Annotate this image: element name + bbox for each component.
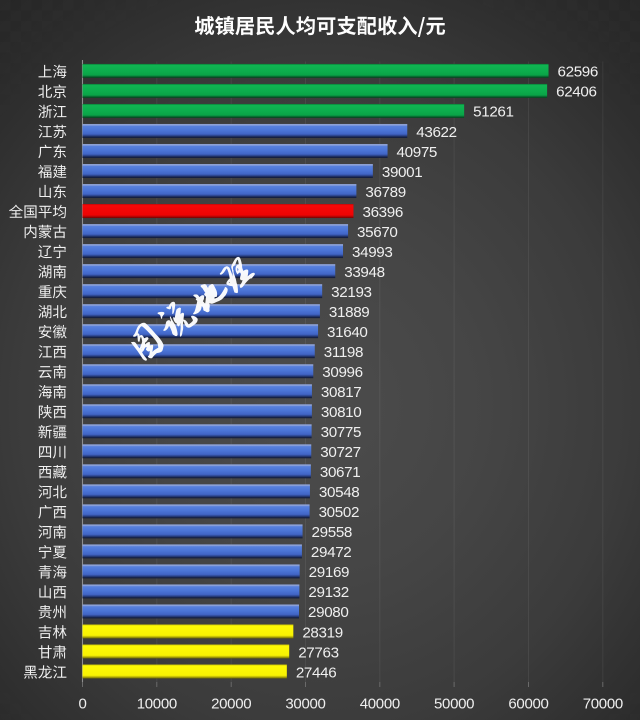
svg-text:51261: 51261	[473, 104, 513, 121]
svg-text:35670: 35670	[357, 224, 397, 241]
svg-text:50000: 50000	[434, 696, 474, 713]
svg-text:29080: 29080	[308, 604, 348, 621]
svg-text:29169: 29169	[309, 564, 349, 581]
svg-text:36789: 36789	[365, 184, 405, 201]
svg-text:33948: 33948	[344, 264, 384, 281]
svg-text:30671: 30671	[320, 464, 360, 481]
svg-text:20000: 20000	[211, 696, 251, 713]
svg-text:10000: 10000	[137, 696, 177, 713]
svg-text:31889: 31889	[329, 304, 369, 321]
svg-text:29132: 29132	[308, 584, 348, 601]
svg-text:70000: 70000	[583, 696, 623, 713]
svg-text:40975: 40975	[397, 144, 437, 161]
svg-text:30817: 30817	[321, 384, 361, 401]
svg-text:30810: 30810	[321, 404, 361, 421]
svg-text:62596: 62596	[558, 64, 598, 81]
svg-text:34993: 34993	[352, 244, 392, 261]
svg-text:31198: 31198	[324, 344, 363, 361]
svg-text:27446: 27446	[296, 664, 336, 681]
svg-text:60000: 60000	[508, 696, 548, 713]
svg-text:40000: 40000	[360, 696, 400, 713]
svg-text:30548: 30548	[319, 484, 359, 501]
svg-text:28319: 28319	[302, 624, 342, 641]
svg-text:29558: 29558	[312, 524, 352, 541]
svg-text:30727: 30727	[320, 444, 360, 461]
svg-text:62406: 62406	[556, 84, 596, 101]
svg-text:29472: 29472	[311, 544, 351, 561]
svg-text:0: 0	[78, 696, 86, 713]
svg-text:30000: 30000	[285, 696, 325, 713]
svg-text:30502: 30502	[319, 504, 359, 521]
svg-text:39001: 39001	[382, 164, 422, 181]
svg-text:30996: 30996	[322, 364, 362, 381]
svg-text:31640: 31640	[327, 324, 367, 341]
svg-text:30775: 30775	[321, 424, 361, 441]
svg-text:43622: 43622	[416, 124, 456, 141]
svg-text:32193: 32193	[331, 284, 371, 301]
svg-text:36396: 36396	[362, 204, 402, 221]
svg-text:27763: 27763	[298, 644, 338, 661]
